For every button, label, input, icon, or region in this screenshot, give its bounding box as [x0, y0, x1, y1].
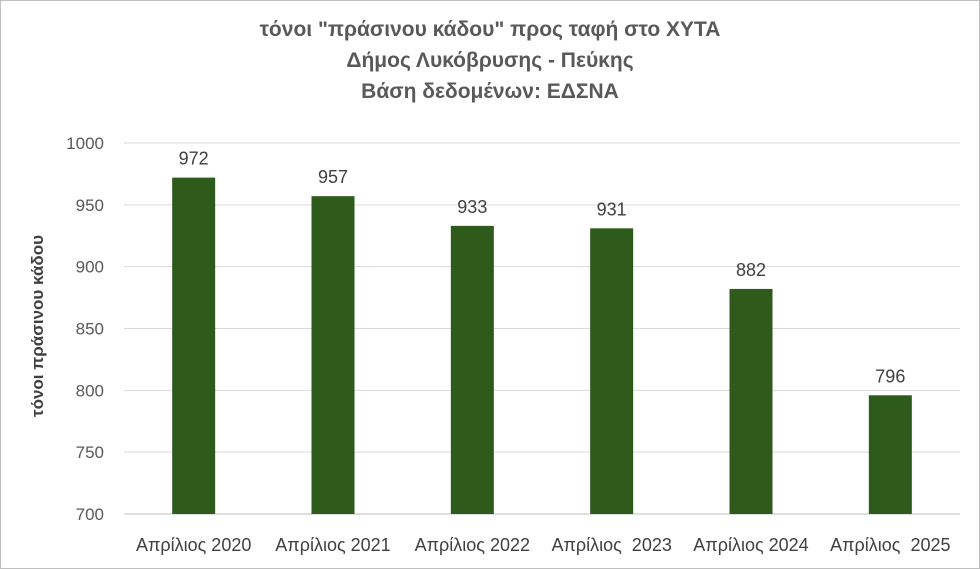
x-tick-label: Απρίλιος 2023	[551, 535, 671, 555]
data-label: 957	[318, 167, 348, 187]
bar	[311, 196, 355, 514]
y-tick-label: 800	[76, 381, 104, 400]
y-tick-label: 700	[76, 505, 104, 524]
chart-title-line-1: τόνοι "πράσινου κάδου" προς ταφή στο ΧΥΤ…	[259, 18, 721, 41]
bar	[450, 225, 494, 514]
data-label: 933	[457, 197, 487, 217]
x-tick-label: Απρίλιος 2024	[693, 535, 808, 555]
chart-title-line-2: Δήμος Λυκόβρυσης - Πεύκης	[346, 49, 634, 72]
chart-title-line-3: Βάση δεδομένων: ΕΔΣΝΑ	[361, 80, 619, 103]
bar	[172, 177, 216, 515]
data-label: 931	[597, 199, 627, 219]
x-tick-label: Απρίλιος 2021	[275, 535, 390, 555]
data-label: 972	[179, 149, 209, 169]
y-tick-label: 950	[76, 196, 104, 215]
x-tick-label: Απρίλιος 2020	[136, 535, 251, 555]
bar	[868, 395, 912, 514]
bar	[729, 288, 773, 514]
data-label: 882	[736, 260, 766, 280]
y-tick-label: 900	[76, 258, 104, 277]
y-tick-label: 750	[76, 443, 104, 462]
x-tick-label: Απρίλιος 2025	[830, 535, 950, 555]
y-tick-label: 850	[76, 320, 104, 339]
bar	[590, 228, 634, 514]
data-label: 796	[875, 366, 905, 386]
x-tick-label: Απρίλιος 2022	[415, 535, 530, 555]
chart-title: τόνοι "πράσινου κάδου" προς ταφή στο ΧΥΤ…	[0, 14, 980, 107]
y-tick-label: 1000	[66, 134, 104, 153]
